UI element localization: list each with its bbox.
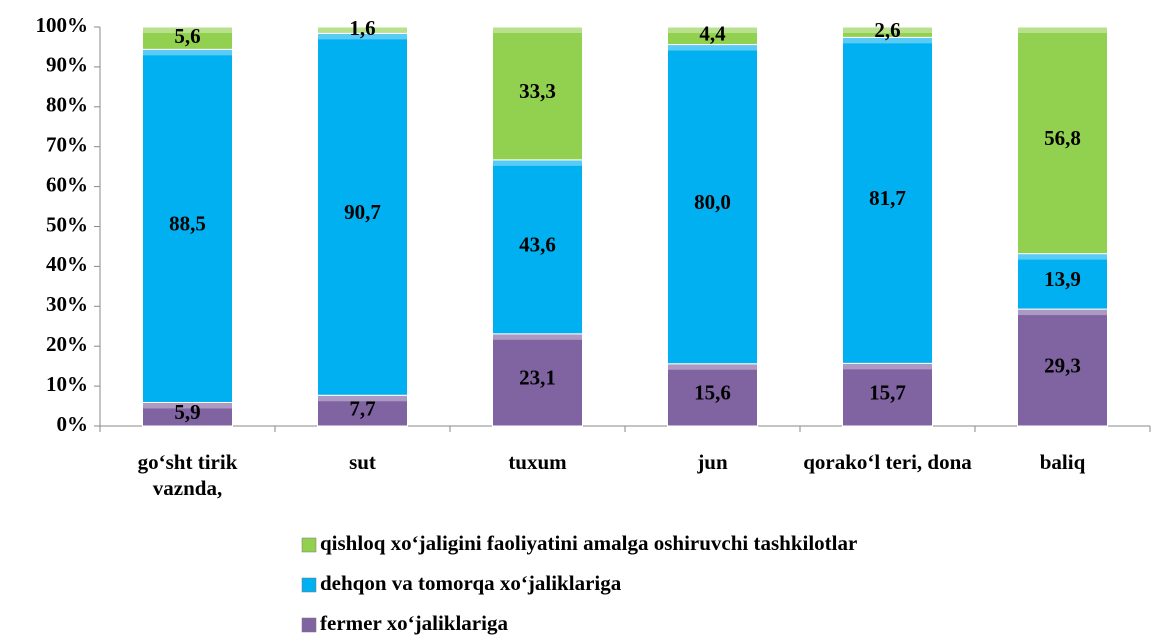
data-label: 88,5 — [169, 212, 206, 236]
bar-segment — [1017, 308, 1108, 427]
data-label: 1,6 — [349, 16, 375, 40]
bar-shine — [842, 27, 933, 33]
bar-shine — [842, 363, 933, 370]
bar-shine — [317, 395, 408, 402]
data-label: 90,7 — [344, 200, 381, 224]
bar-segment — [667, 26, 758, 46]
bar-shine — [1017, 253, 1108, 260]
data-label: 43,6 — [519, 233, 556, 257]
bar-segment — [142, 48, 233, 403]
legend-swatch — [301, 577, 317, 593]
bar-shine — [317, 27, 408, 33]
bar-shine — [1017, 309, 1108, 316]
legend-swatch — [301, 617, 317, 633]
bar-segment — [842, 36, 933, 364]
bar-shine — [317, 33, 408, 40]
y-tick-label: 20% — [46, 332, 88, 356]
bar-shine — [492, 27, 583, 33]
y-tick-label: 60% — [46, 172, 88, 196]
data-label: 7,7 — [349, 396, 375, 420]
data-label: 33,3 — [519, 79, 556, 103]
bar-segment — [667, 44, 758, 365]
y-tick-label: 100% — [36, 13, 89, 37]
bar-segment — [492, 26, 583, 161]
x-tick-label: qorako‘l teri, dona — [803, 450, 972, 474]
data-label: 56,8 — [1044, 126, 1081, 150]
data-label: 5,9 — [174, 400, 200, 424]
bar-segment — [492, 333, 583, 427]
x-tick-label: sut — [349, 450, 376, 474]
data-label: 15,6 — [694, 381, 731, 405]
bar-shine — [142, 49, 233, 56]
data-label: 4,4 — [699, 22, 726, 46]
x-tick-label: baliq — [1039, 450, 1086, 474]
bar-segment — [317, 26, 408, 34]
y-tick-label: 30% — [46, 292, 88, 316]
y-tick-label: 80% — [46, 93, 88, 117]
bar-segment — [842, 26, 933, 38]
bar-shine — [492, 159, 583, 166]
bar-shine — [1017, 27, 1108, 33]
y-tick-label: 0% — [57, 412, 89, 436]
y-tick-label: 90% — [46, 53, 88, 77]
legend-swatch — [301, 537, 317, 553]
legend-label: dehqon va tomorqa xo‘jaliklariga — [320, 571, 622, 595]
x-tick-label: tuxum — [508, 450, 567, 474]
bar-segment — [317, 394, 408, 427]
data-label: 29,3 — [1044, 353, 1081, 377]
data-label: 5,6 — [174, 24, 200, 48]
y-tick-label: 10% — [46, 372, 88, 396]
bar-shine — [142, 27, 233, 33]
x-tick-label: jun — [697, 450, 728, 474]
data-label: 81,7 — [869, 186, 906, 210]
bar-segment — [842, 362, 933, 427]
bar-shine — [842, 37, 933, 44]
data-label: 13,9 — [1044, 267, 1081, 291]
bar-shine — [492, 333, 583, 340]
data-label: 23,1 — [519, 366, 556, 390]
bar-shine — [667, 44, 758, 51]
data-label: 15,7 — [869, 380, 906, 404]
bar-segment — [142, 26, 233, 50]
bar-segment — [667, 363, 758, 427]
bar-shine — [667, 27, 758, 33]
y-tick-label: 40% — [46, 252, 88, 276]
legend-label: fermer xo‘jaliklariga — [320, 611, 508, 635]
bar-shine — [142, 402, 233, 409]
y-tick-label: 50% — [46, 212, 88, 236]
data-label: 2,6 — [874, 18, 900, 42]
x-tick-label: go‘sht tirik vaznda, — [137, 450, 238, 500]
bar-shine — [667, 363, 758, 370]
bar-segment — [1017, 253, 1108, 310]
data-label: 80,0 — [694, 190, 731, 214]
y-tick-label: 70% — [46, 133, 88, 157]
legend-label: qishloq xo‘jaligini faoliyatini amalga o… — [320, 531, 857, 555]
bar-segment — [317, 32, 408, 396]
bar-segment — [1017, 26, 1108, 255]
